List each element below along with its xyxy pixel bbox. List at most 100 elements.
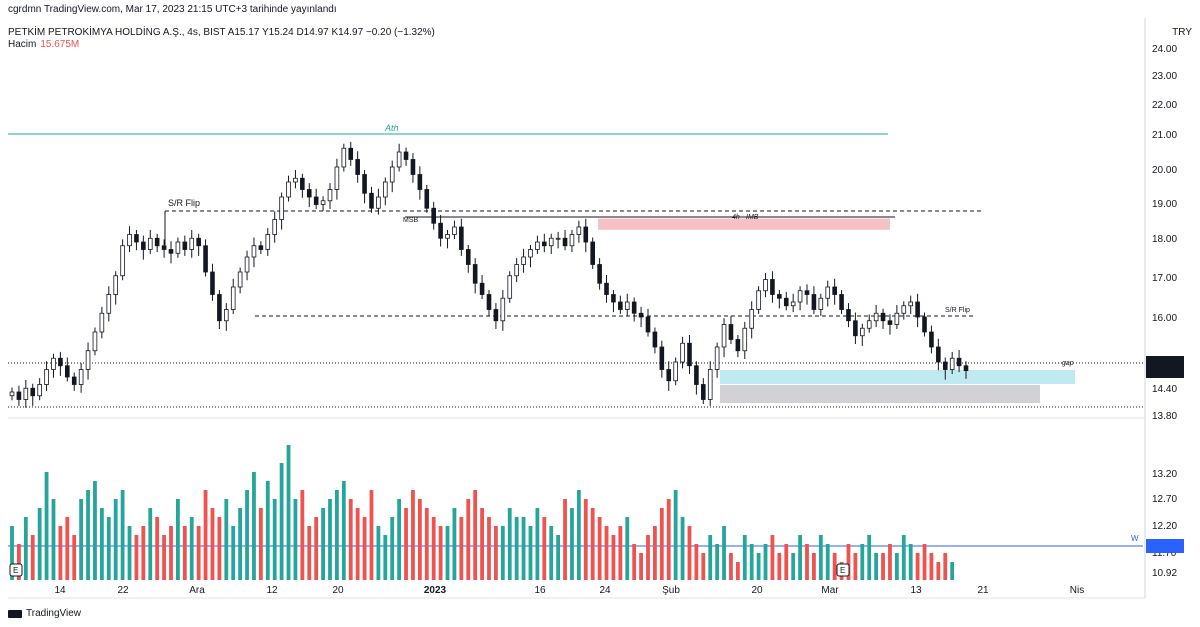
candle-body xyxy=(479,282,485,295)
candle-body xyxy=(680,342,685,363)
sr-flip-label-bottom: S/R Flip xyxy=(945,307,970,314)
volume-bar xyxy=(888,544,892,580)
candle-body xyxy=(887,320,893,325)
candle-body xyxy=(701,384,706,400)
candle-body xyxy=(638,312,644,318)
time-tick-label: 24 xyxy=(599,585,611,596)
volume-bar xyxy=(65,517,70,580)
volume-bar xyxy=(480,508,484,580)
volume-bar xyxy=(846,544,851,580)
volume-bar xyxy=(680,517,685,580)
volume-bar xyxy=(860,544,865,580)
candle-body xyxy=(16,391,22,400)
volume-bar xyxy=(383,535,388,580)
candle-body xyxy=(832,286,837,295)
volume-bar xyxy=(597,517,602,580)
candle-body xyxy=(611,294,616,303)
volume-bar xyxy=(300,490,305,580)
price-axis[interactable]: 24.00 23.00 22.00 21.00 20.00 19.00 18.00 17.00… xyxy=(1144,18,1184,598)
candle-body xyxy=(770,279,775,295)
candle-body xyxy=(424,189,430,209)
volume-bar xyxy=(445,526,450,580)
candle-body xyxy=(604,282,609,295)
candle-body xyxy=(936,346,941,363)
volume-bar xyxy=(867,535,872,580)
price-tick-label: 20.00 xyxy=(1152,165,1177,176)
volume-bar xyxy=(238,508,243,580)
candle-body xyxy=(929,331,934,348)
volume-bar xyxy=(272,499,277,580)
volume-bar xyxy=(528,526,533,580)
candle-body xyxy=(597,264,602,284)
volume-bar xyxy=(791,553,796,580)
volume-bar xyxy=(618,526,623,580)
volume-bar xyxy=(314,517,319,580)
candle-body xyxy=(134,234,139,243)
candle-body xyxy=(147,237,153,250)
volume-bar xyxy=(570,508,574,580)
volume-bar xyxy=(514,517,519,580)
candle-body xyxy=(99,312,105,333)
candle-body xyxy=(507,275,513,299)
time-tick-label: 20 xyxy=(751,585,763,596)
volume-bar xyxy=(722,526,726,580)
candle-body xyxy=(78,369,84,385)
volume-bar xyxy=(376,526,381,580)
volume-bar xyxy=(590,508,595,580)
candle-body xyxy=(721,324,727,348)
earnings-marker-label: E xyxy=(13,566,18,575)
volume-bar xyxy=(500,526,505,580)
volume-bar xyxy=(874,553,879,580)
volume-bar xyxy=(535,508,540,580)
volume-bar xyxy=(148,508,153,580)
candle-body xyxy=(410,159,416,175)
volume-bar xyxy=(805,544,809,580)
volume-bar xyxy=(659,508,664,580)
imbalance-zone xyxy=(598,218,890,230)
volume-bar xyxy=(798,535,802,580)
volume-line-badge xyxy=(1146,539,1184,553)
candle-body xyxy=(811,294,817,310)
volume-bar xyxy=(466,499,471,580)
volume-bar xyxy=(735,562,740,580)
volume-bar xyxy=(217,517,222,580)
candle-body xyxy=(818,297,824,310)
time-tick-label: Şub xyxy=(662,585,680,596)
volume-line-label: W xyxy=(1131,534,1139,543)
volume-bar xyxy=(521,517,526,580)
volume-bar xyxy=(777,553,782,580)
candle-body xyxy=(417,174,423,190)
volume-bar xyxy=(459,517,464,580)
volume-bar xyxy=(687,526,692,580)
volume-bar xyxy=(653,526,657,580)
candle-body xyxy=(127,234,132,247)
volume-bar xyxy=(763,544,768,580)
volume-bar xyxy=(881,553,885,580)
candle-body xyxy=(707,369,713,400)
volume-bar xyxy=(258,508,263,580)
volume-bar xyxy=(210,508,215,580)
volume-bar xyxy=(784,544,789,580)
time-tick-label: 16 xyxy=(534,585,546,596)
volume-tick-label: 12.20 xyxy=(1152,521,1177,532)
volume-bar xyxy=(93,481,97,580)
candle-body xyxy=(44,369,49,385)
candle-body xyxy=(203,245,208,273)
candle-body xyxy=(175,241,181,254)
volume-bar xyxy=(79,499,84,580)
volume-bar xyxy=(189,517,194,580)
candle-body xyxy=(376,196,381,209)
candle-body xyxy=(922,316,927,333)
published-info: cgrdmn TradingView.com, Mar 17, 2023 21:… xyxy=(8,4,337,15)
candle-body xyxy=(500,297,506,322)
time-axis[interactable]: 14 22 Ara 12 20 2023 16 24 Şub 20 Mar 13 21 Nis xyxy=(54,585,1084,596)
candle-body xyxy=(839,294,844,310)
candle-body xyxy=(535,241,540,250)
volume-bar xyxy=(487,517,491,580)
candle-body xyxy=(860,327,865,337)
volume-bar xyxy=(72,535,77,580)
earnings-marker xyxy=(836,563,850,577)
volume-bar xyxy=(936,562,941,580)
candle-body xyxy=(645,316,651,333)
